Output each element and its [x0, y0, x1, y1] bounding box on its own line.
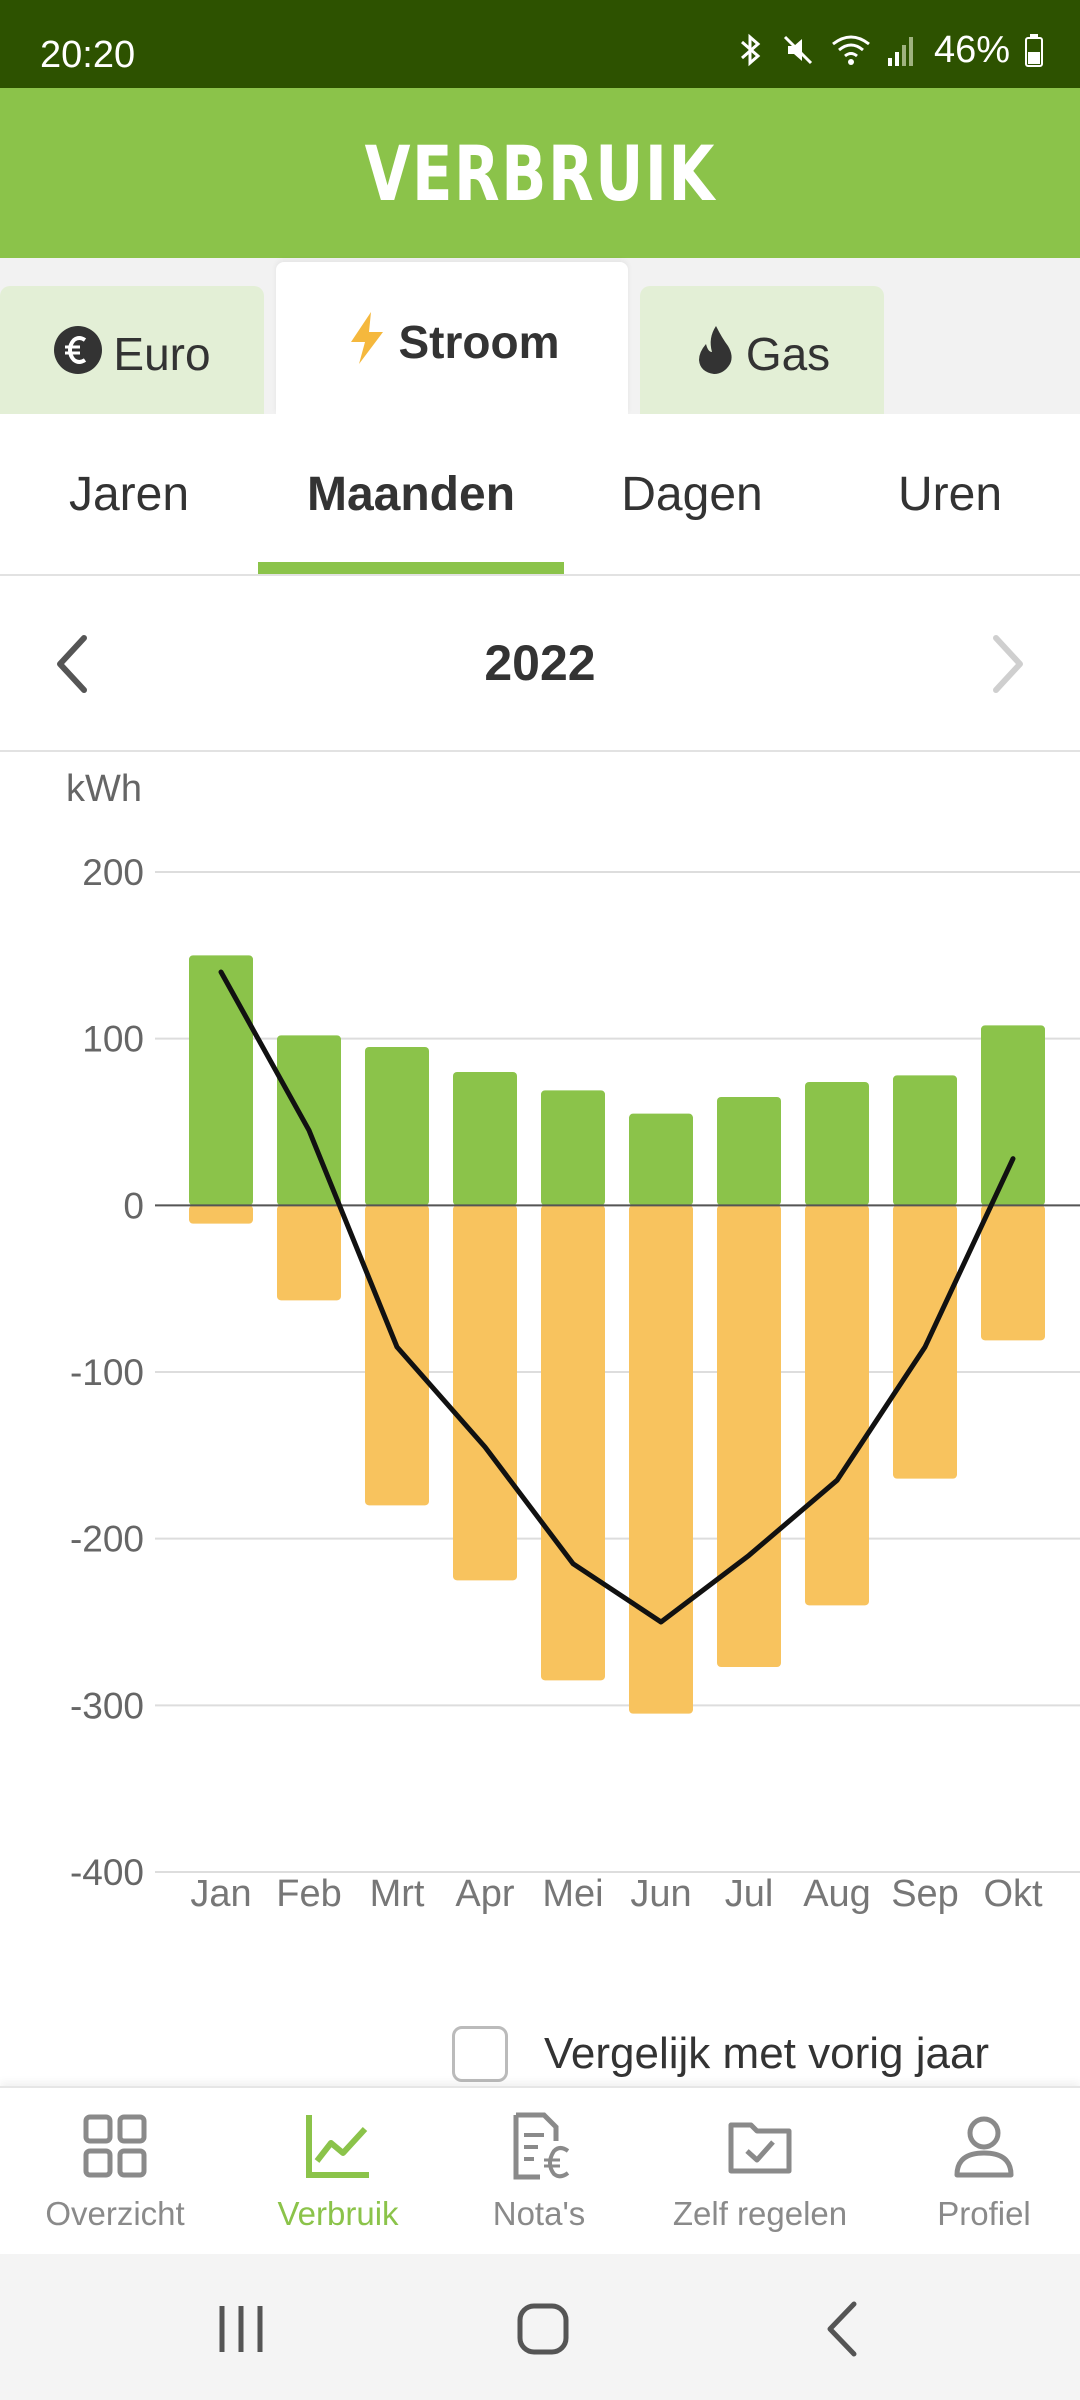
bar-return-jan[interactable] — [189, 1205, 253, 1224]
bar-return-feb[interactable] — [277, 1205, 341, 1301]
nav-verbruik-label: Verbruik — [277, 2195, 399, 2232]
bar-return-jun[interactable] — [629, 1205, 693, 1714]
tab-uren[interactable]: Uren — [897, 467, 1003, 521]
tab-dagen[interactable]: Dagen — [621, 467, 763, 521]
bar-usage-sep[interactable] — [893, 1075, 957, 1206]
flame-icon — [698, 326, 732, 374]
status-time: 20:20 — [40, 34, 136, 76]
lightning-icon — [350, 312, 383, 364]
chart-icon — [306, 2115, 369, 2178]
bar-usage-okt[interactable] — [981, 1025, 1045, 1206]
energy-type-tabs: Euro Stroom Gas — [0, 258, 1080, 414]
y-tick-label: -400 — [70, 1852, 144, 1893]
usage-chart: 200 100 0 -100 -200 -300 -400 Jan Feb Mrt Apr Mei Ju… — [70, 852, 1080, 1915]
compare-previous-year[interactable]: Vergelijk met vorig jaar — [452, 2024, 989, 2084]
invoice-icon — [513, 2112, 570, 2180]
y-tick-label: 200 — [82, 852, 144, 893]
grid-icon — [83, 2114, 147, 2178]
bar-return-mrt[interactable] — [365, 1205, 429, 1506]
nav-overzicht-label: Overzicht — [45, 2195, 185, 2232]
wifi-icon — [832, 35, 870, 65]
app-header: VERBRUIK — [0, 88, 1080, 258]
active-tab-indicator — [258, 562, 564, 574]
x-tick-label: Jul — [725, 1873, 774, 1915]
nav-zelf-regelen[interactable]: Zelf regelen — [632, 2088, 888, 2256]
tab-maanden[interactable]: Maanden — [306, 467, 516, 521]
bar-return-mei[interactable] — [541, 1205, 605, 1681]
y-tick-label: 0 — [123, 1185, 144, 1226]
bar-usage-jul[interactable] — [717, 1097, 781, 1206]
bar-usage-apr[interactable] — [453, 1072, 517, 1206]
tab-gas[interactable]: Gas — [640, 286, 884, 414]
bar-usage-mei[interactable] — [541, 1090, 605, 1206]
tab-euro-label: Euro — [113, 328, 211, 380]
nav-zelf-regelen-label: Zelf regelen — [672, 2195, 848, 2232]
battery-icon — [1025, 34, 1043, 67]
year-navigator: 2022 — [0, 576, 1080, 752]
bottom-navigation: Overzicht Verbruik Nota's Zelf regelen — [0, 2086, 1080, 2256]
folder-check-icon — [728, 2122, 792, 2174]
recent-apps-icon[interactable] — [206, 2294, 276, 2364]
back-icon[interactable] — [810, 2294, 880, 2364]
mute-icon — [783, 35, 812, 65]
status-bar: 20:20 46% — [0, 0, 1080, 88]
y-tick-label: -100 — [70, 1352, 144, 1393]
bar-return-jul[interactable] — [717, 1205, 781, 1667]
x-tick-label: Jan — [190, 1873, 251, 1915]
nav-profiel-label: Profiel — [937, 2195, 1031, 2232]
bar-return-aug[interactable] — [805, 1205, 869, 1606]
bar-usage-jun[interactable] — [629, 1113, 693, 1206]
status-icons: 46% — [736, 28, 1044, 71]
y-tick-label: -200 — [70, 1519, 144, 1560]
bar-return-okt[interactable] — [981, 1205, 1045, 1341]
net-usage-line — [218, 969, 1016, 1625]
y-tick-label: -300 — [70, 1685, 144, 1726]
nav-overzicht[interactable]: Overzicht — [0, 2088, 230, 2256]
nav-notas[interactable]: Nota's — [446, 2088, 632, 2256]
system-navigation-bar — [0, 2254, 1080, 2400]
x-tick-label: Sep — [891, 1873, 959, 1915]
compare-label: Vergelijk met vorig jaar — [544, 2029, 990, 2078]
next-year-button[interactable] — [982, 632, 1032, 696]
x-tick-label: Mei — [542, 1873, 603, 1915]
nav-verbruik[interactable]: Verbruik — [230, 2088, 446, 2256]
tab-euro[interactable]: Euro — [0, 286, 264, 414]
tab-stroom[interactable]: Stroom — [276, 262, 628, 414]
previous-year-button[interactable] — [48, 632, 98, 696]
x-tick-label: Jun — [630, 1873, 691, 1915]
x-tick-label: Okt — [983, 1873, 1043, 1915]
battery-percentage: 46% — [933, 28, 1010, 71]
tab-gas-label: Gas — [745, 328, 831, 380]
tab-stroom-label: Stroom — [398, 316, 560, 368]
x-tick-label: Apr — [455, 1873, 514, 1915]
bar-usage-mrt[interactable] — [365, 1047, 429, 1206]
tab-jaren[interactable]: Jaren — [68, 467, 190, 521]
period-tabs: Jaren Maanden Dagen Uren — [0, 414, 1080, 576]
nav-profiel[interactable]: Profiel — [888, 2088, 1080, 2256]
euro-icon — [54, 326, 103, 374]
home-icon[interactable] — [508, 2294, 578, 2364]
bar-usage-aug[interactable] — [805, 1082, 869, 1206]
x-tick-label: Mrt — [370, 1873, 425, 1915]
x-tick-label: Feb — [276, 1873, 341, 1915]
bar-return-apr[interactable] — [453, 1205, 517, 1581]
bar-usage-feb[interactable] — [277, 1035, 341, 1206]
person-icon — [954, 2116, 1014, 2178]
bluetooth-icon — [740, 33, 761, 67]
nav-notas-label: Nota's — [492, 2195, 586, 2232]
signal-icon — [887, 37, 913, 66]
y-tick-label: 100 — [82, 1019, 144, 1060]
compare-checkbox[interactable] — [452, 2026, 508, 2082]
page-title: VERBRUIK — [364, 128, 716, 218]
x-tick-label: Aug — [803, 1873, 871, 1915]
chart-unit-label: kWh — [66, 768, 142, 810]
current-year: 2022 — [484, 635, 596, 691]
bar-usage-jan[interactable] — [189, 955, 253, 1206]
